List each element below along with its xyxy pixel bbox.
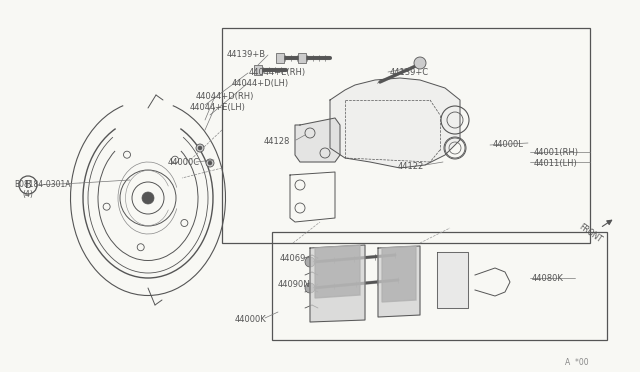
Text: 44069: 44069 [280,254,307,263]
Polygon shape [295,118,340,162]
Text: 44000L: 44000L [493,140,524,149]
Polygon shape [315,245,360,298]
Circle shape [206,159,214,167]
Text: 44139+C: 44139+C [390,68,429,77]
Text: (4): (4) [22,190,33,199]
Text: 44044+E(LH): 44044+E(LH) [190,103,246,112]
Text: B: B [24,180,31,190]
Bar [276,53,284,63]
Text: FRONT: FRONT [577,222,604,244]
Circle shape [305,283,315,293]
Bar [254,65,262,75]
Text: B08184-0301A: B08184-0301A [14,180,70,189]
Bar [298,53,306,63]
Text: 44128: 44128 [264,137,291,146]
Text: 44122: 44122 [398,162,424,171]
Polygon shape [378,246,420,317]
Text: 44000C: 44000C [168,158,200,167]
Circle shape [414,57,426,69]
Polygon shape [437,252,468,308]
Bar [272,232,607,340]
Text: 44001(RH): 44001(RH) [534,148,579,157]
Circle shape [208,161,212,165]
Polygon shape [310,245,365,322]
Text: 44080K: 44080K [532,274,564,283]
Text: 44090N: 44090N [278,280,310,289]
Text: 44044+E(RH): 44044+E(RH) [249,68,306,77]
Text: 44000K: 44000K [235,315,267,324]
Text: 44139+B: 44139+B [227,50,266,59]
Circle shape [305,257,315,267]
Text: A  *00: A *00 [565,358,589,367]
Circle shape [196,144,204,152]
Text: 44011(LH): 44011(LH) [534,159,578,168]
Circle shape [198,146,202,150]
Text: 44044+D(RH): 44044+D(RH) [196,92,254,101]
Polygon shape [382,246,416,302]
Bar [222,28,590,243]
Circle shape [142,192,154,204]
Polygon shape [330,78,460,168]
Text: 44044+D(LH): 44044+D(LH) [232,79,289,88]
